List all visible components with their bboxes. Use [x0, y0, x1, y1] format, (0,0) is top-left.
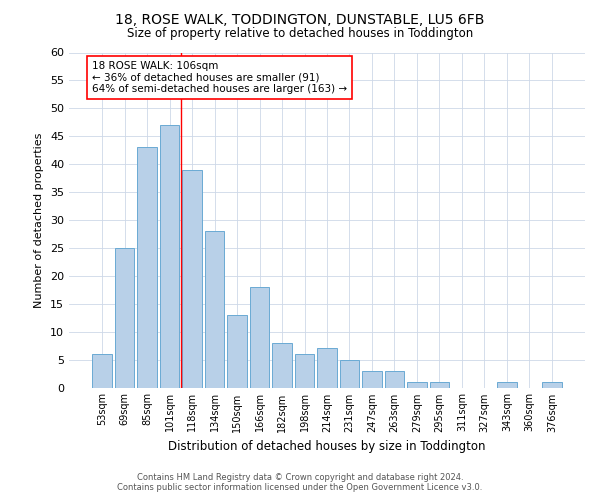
Bar	[182, 170, 202, 388]
X-axis label: Distribution of detached houses by size in Toddington: Distribution of detached houses by size …	[168, 440, 486, 453]
Bar	[407, 382, 427, 388]
Bar	[362, 371, 382, 388]
Bar	[227, 315, 247, 388]
Bar	[295, 354, 314, 388]
Text: Size of property relative to detached houses in Toddington: Size of property relative to detached ho…	[127, 28, 473, 40]
Bar	[115, 248, 134, 388]
Bar	[385, 371, 404, 388]
Bar	[205, 231, 224, 388]
Bar	[160, 125, 179, 388]
Bar	[542, 382, 562, 388]
Text: 18 ROSE WALK: 106sqm
← 36% of detached houses are smaller (91)
64% of semi-detac: 18 ROSE WALK: 106sqm ← 36% of detached h…	[92, 61, 347, 94]
Bar	[272, 343, 292, 388]
Bar	[92, 354, 112, 388]
Bar	[497, 382, 517, 388]
Bar	[250, 287, 269, 388]
Y-axis label: Number of detached properties: Number of detached properties	[34, 132, 44, 308]
Bar	[340, 360, 359, 388]
Bar	[137, 148, 157, 388]
Text: 18, ROSE WALK, TODDINGTON, DUNSTABLE, LU5 6FB: 18, ROSE WALK, TODDINGTON, DUNSTABLE, LU…	[115, 12, 485, 26]
Bar	[317, 348, 337, 388]
Text: Contains HM Land Registry data © Crown copyright and database right 2024.
Contai: Contains HM Land Registry data © Crown c…	[118, 473, 482, 492]
Bar	[430, 382, 449, 388]
